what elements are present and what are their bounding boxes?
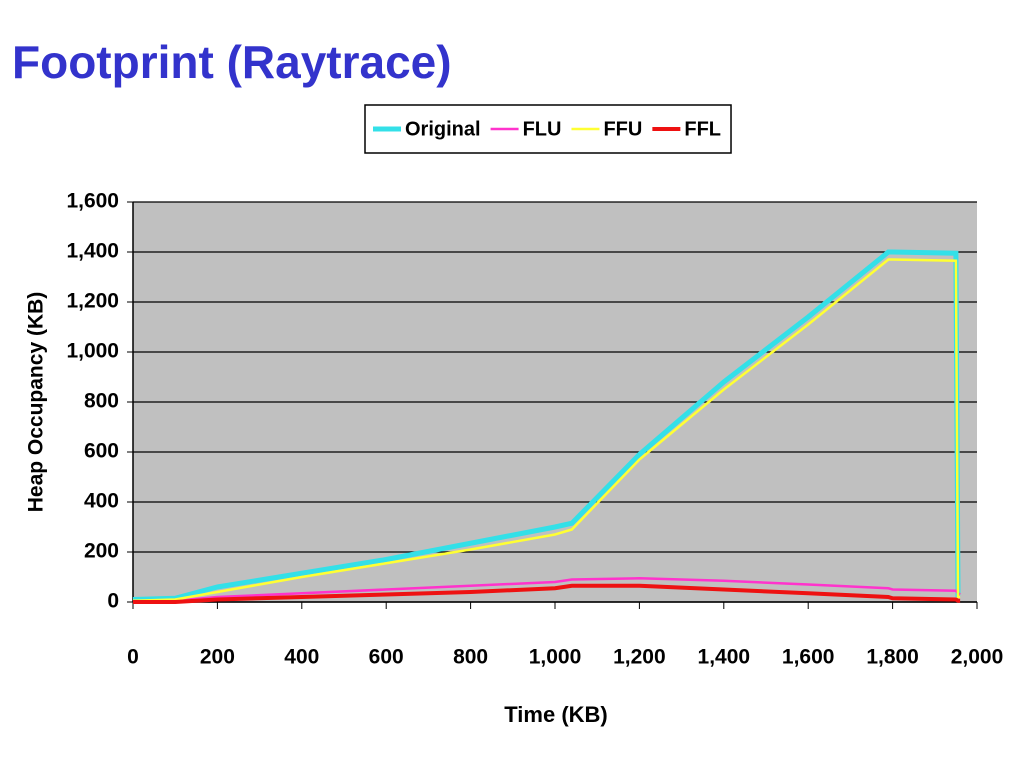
series-line [132,249,961,602]
series-line [132,258,961,602]
x-tick-label: 1,200 [613,646,666,669]
x-tick-label: 1,600 [782,646,835,669]
chart-title: Footprint (Raytrace) [12,36,452,88]
series-line [133,583,961,604]
y-axis-label: Heap Occupancy (KB) [25,292,48,513]
series-line [132,576,961,604]
y-tick-label: 0 [107,590,119,613]
x-tick-label: 600 [369,646,404,669]
y-tick-label: 400 [84,490,119,513]
x-axis-label: Time (KB) [504,702,608,727]
y-tick-label: 1,600 [66,190,119,213]
legend-label: FFL [684,118,721,140]
x-tick-label: 1,400 [698,646,751,669]
legend-label: Original [405,118,481,140]
y-tick-label: 1,400 [66,240,119,263]
legend-label: FFU [603,118,642,140]
x-tick-label: 400 [284,646,319,669]
y-tick-label: 1,000 [66,340,119,363]
x-tick-label: 1,000 [529,646,582,669]
y-tick-label: 1,200 [66,290,119,313]
x-tick-label: 0 [127,646,139,669]
x-tick-label: 800 [453,646,488,669]
y-tick-label: 600 [84,440,119,463]
y-tick-label: 800 [84,390,119,413]
x-tick-label: 1,800 [866,646,919,669]
y-tick-label: 200 [84,540,119,563]
x-tick-label: 2,000 [951,646,1004,669]
x-tick-label: 200 [200,646,235,669]
legend-label: FLU [523,118,562,140]
